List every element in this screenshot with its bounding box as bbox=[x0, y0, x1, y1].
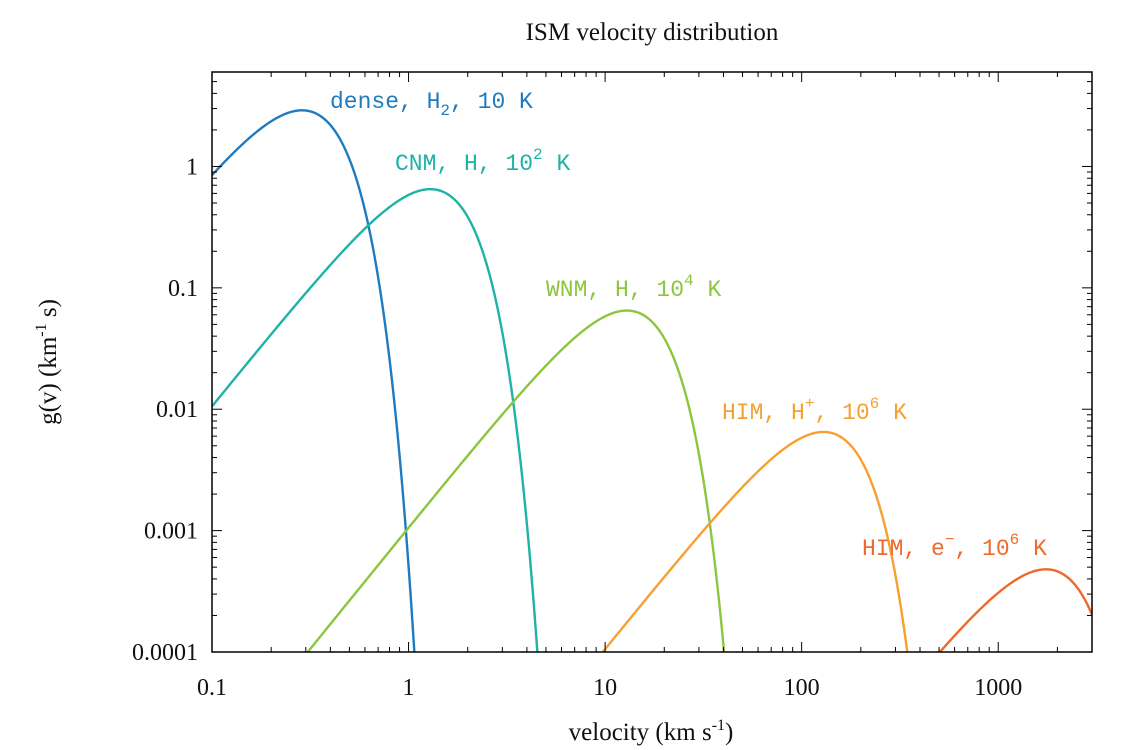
x-axis-label: velocity (km s-1) bbox=[569, 717, 734, 746]
series-line-4 bbox=[601, 430, 909, 652]
x-tick-label: 100 bbox=[784, 675, 820, 701]
y-tick-label: 0.1 bbox=[168, 276, 198, 302]
series-label-5: HIM, e−, 106 K bbox=[862, 531, 1047, 562]
series-label-3: WNM, H, 104 K bbox=[546, 272, 721, 303]
series-line-1 bbox=[212, 109, 416, 652]
ticks-layer: 0.1 1 10 100 1000 0.0001 0.001 0.01 0.1 1 bbox=[132, 72, 1092, 701]
x-tick-label: 10 bbox=[593, 675, 617, 701]
chart-title: ISM velocity distribution bbox=[526, 19, 779, 46]
y-tick-label: 1 bbox=[186, 154, 198, 180]
x-tick-label: 1000 bbox=[974, 675, 1022, 701]
y-tick-label: 0.0001 bbox=[132, 640, 198, 666]
plot-frame bbox=[211, 71, 1093, 653]
series-line-3 bbox=[306, 309, 726, 652]
curves-layer bbox=[212, 109, 1092, 652]
series-label-4: HIM, H+, 106 K bbox=[722, 395, 907, 426]
series-line-5 bbox=[938, 568, 1092, 652]
curve-labels-layer: dense, H2, 10 K CNM, H, 102 K WNM, H, 104 … bbox=[330, 89, 1047, 562]
x-tick-label: 0.1 bbox=[197, 675, 227, 701]
y-tick-label: 0.01 bbox=[156, 397, 198, 423]
y-axis-label: g(v) (km-1 s) bbox=[33, 299, 62, 425]
series-label-2: CNM, H, 102 K bbox=[395, 146, 570, 177]
y-tick-label: 0.001 bbox=[144, 519, 198, 545]
series-line-2 bbox=[212, 187, 539, 652]
x-tick-label: 1 bbox=[403, 675, 415, 701]
series-label-1: dense, H2, 10 K bbox=[330, 89, 533, 120]
